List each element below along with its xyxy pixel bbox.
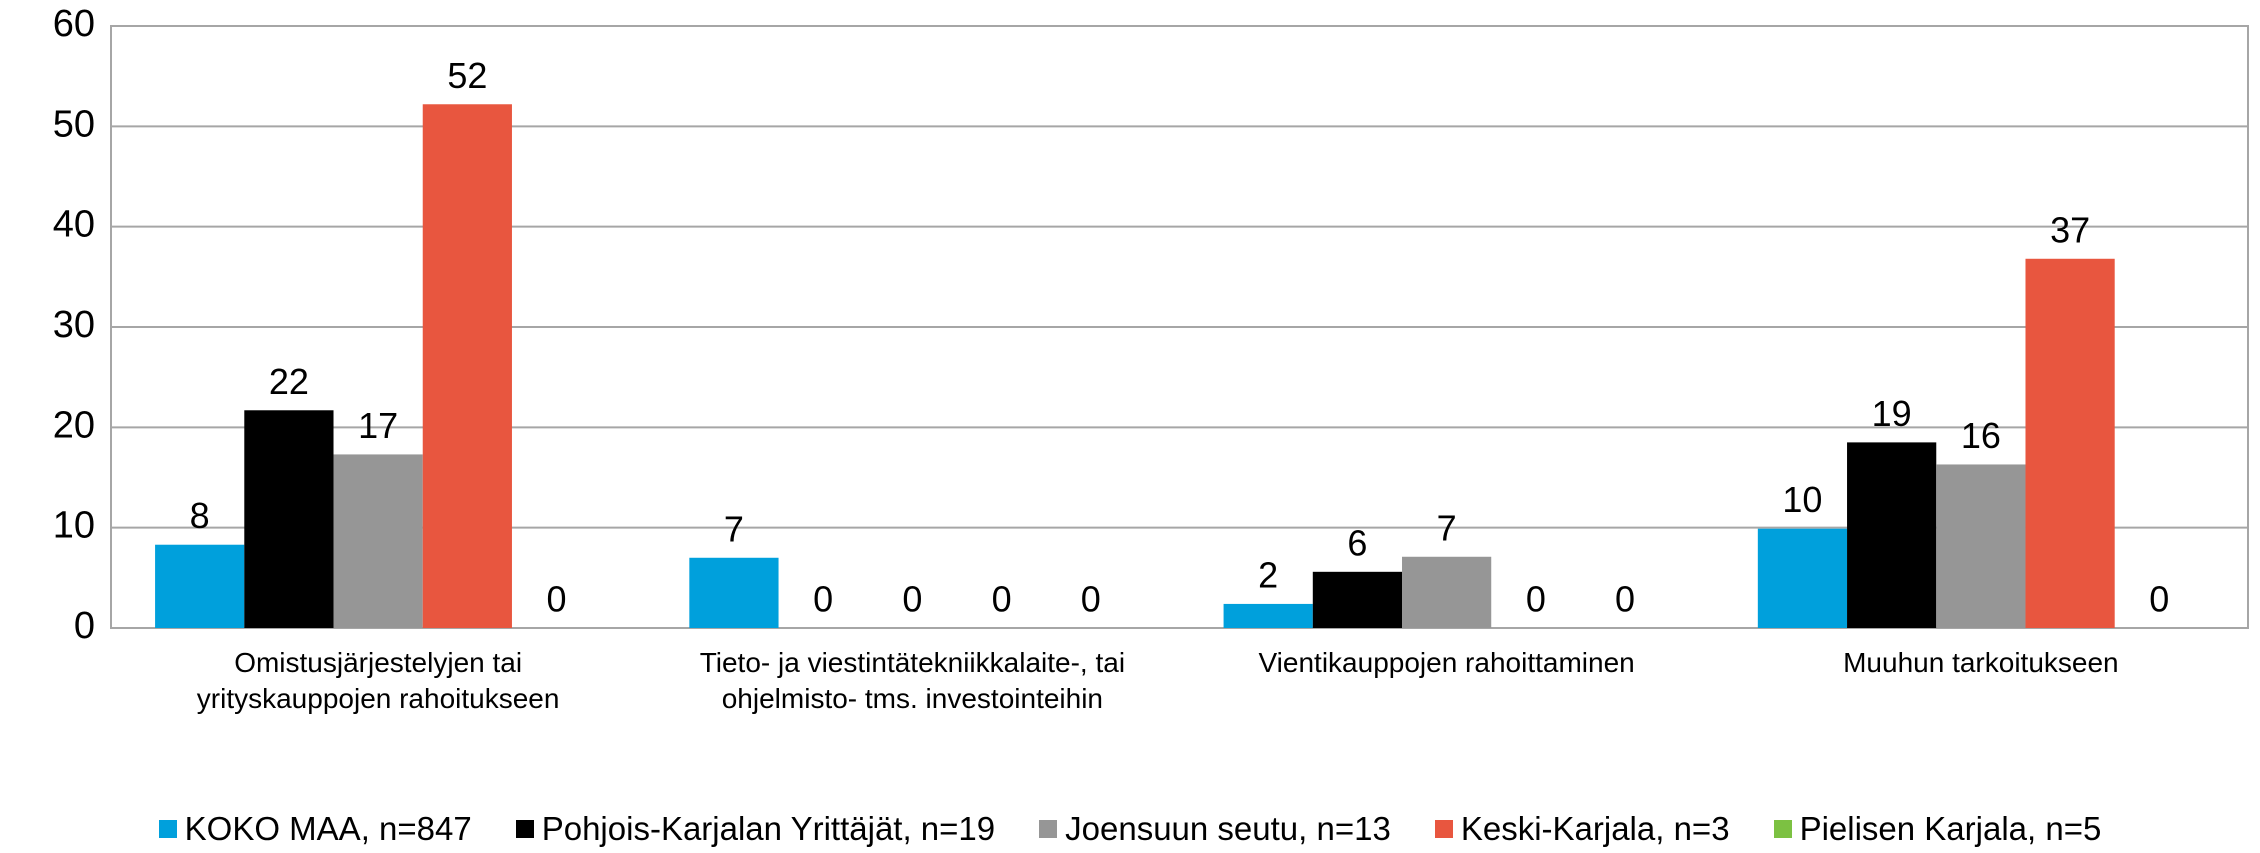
x-tick-label: Muuhun tarkoitukseen xyxy=(1843,647,2119,678)
data-label: 8 xyxy=(190,495,210,536)
data-label: 2 xyxy=(1258,554,1278,595)
bar xyxy=(333,454,423,628)
legend-swatch xyxy=(158,820,177,838)
legend-item: Joensuun seutu, n=13 xyxy=(1039,810,1391,848)
data-label: 16 xyxy=(1961,415,2001,456)
bar xyxy=(422,104,512,628)
legend-label: KOKO MAA, n=847 xyxy=(184,810,472,847)
bar xyxy=(1936,464,2026,628)
bar xyxy=(1312,571,1403,628)
legend-item: Pielisen Karjala, n=5 xyxy=(1773,810,2102,848)
data-label: 6 xyxy=(1347,522,1367,563)
y-tick-label: 0 xyxy=(74,605,95,647)
data-label: 37 xyxy=(2050,209,2090,250)
data-label: 7 xyxy=(1437,507,1457,548)
data-label: 7 xyxy=(724,508,744,549)
legend-swatch xyxy=(1039,820,1058,838)
bar xyxy=(689,557,779,628)
bar xyxy=(2025,258,2115,628)
data-label: 17 xyxy=(358,405,398,446)
legend-label: Pielisen Karjala, n=5 xyxy=(1799,810,2102,847)
y-tick-label: 40 xyxy=(53,204,95,246)
y-tick-label: 20 xyxy=(53,404,95,446)
data-label: 10 xyxy=(1782,479,1822,520)
bar xyxy=(155,544,245,628)
data-label: 22 xyxy=(269,361,309,402)
bar xyxy=(244,410,334,628)
data-label: 0 xyxy=(1526,579,1546,620)
data-label: 52 xyxy=(447,55,487,96)
legend-label: Keski-Karjala, n=3 xyxy=(1460,810,1730,847)
data-label: 0 xyxy=(2149,579,2169,620)
legend-item: Keski-Karjala, n=3 xyxy=(1434,810,1730,848)
data-label: 0 xyxy=(547,579,567,620)
y-tick-label: 60 xyxy=(53,3,95,45)
data-label: 0 xyxy=(813,579,833,620)
data-label: 0 xyxy=(1615,579,1635,620)
data-label: 0 xyxy=(992,579,1012,620)
plot-border xyxy=(110,25,2249,629)
bar xyxy=(1223,603,1313,628)
legend-swatch xyxy=(1434,820,1453,838)
bar xyxy=(1402,556,1492,628)
data-label: 0 xyxy=(902,579,922,620)
y-tick-label: 30 xyxy=(53,304,95,346)
legend-swatch xyxy=(515,820,534,838)
legend-label: Pohjois-Karjalan Yrittäjät, n=19 xyxy=(541,810,996,847)
x-tick-label: Tieto- ja viestintätekniikkalaite-, tai … xyxy=(699,647,1126,714)
x-tick-label: Vientikauppojen rahoittaminen xyxy=(1258,647,1635,678)
legend-item: Pohjois-Karjalan Yrittäjät, n=19 xyxy=(515,810,996,848)
y-tick-label: 50 xyxy=(53,103,95,145)
data-label: 19 xyxy=(1872,393,1912,434)
y-tick-label: 10 xyxy=(53,505,95,547)
legend: KOKO MAA, n=847 Pohjois-Karjalan Yrittäjä… xyxy=(0,810,2260,848)
legend-label: Joensuun seutu, n=13 xyxy=(1065,810,1391,847)
data-label: 0 xyxy=(1081,579,1101,620)
legend-item: KOKO MAA, n=847 xyxy=(158,810,472,848)
x-tick-label: Omistusjärjestelyjen tai yrityskauppojen… xyxy=(196,647,560,714)
bar xyxy=(1757,528,1848,628)
legend-swatch xyxy=(1773,820,1792,838)
bar xyxy=(1847,442,1937,628)
